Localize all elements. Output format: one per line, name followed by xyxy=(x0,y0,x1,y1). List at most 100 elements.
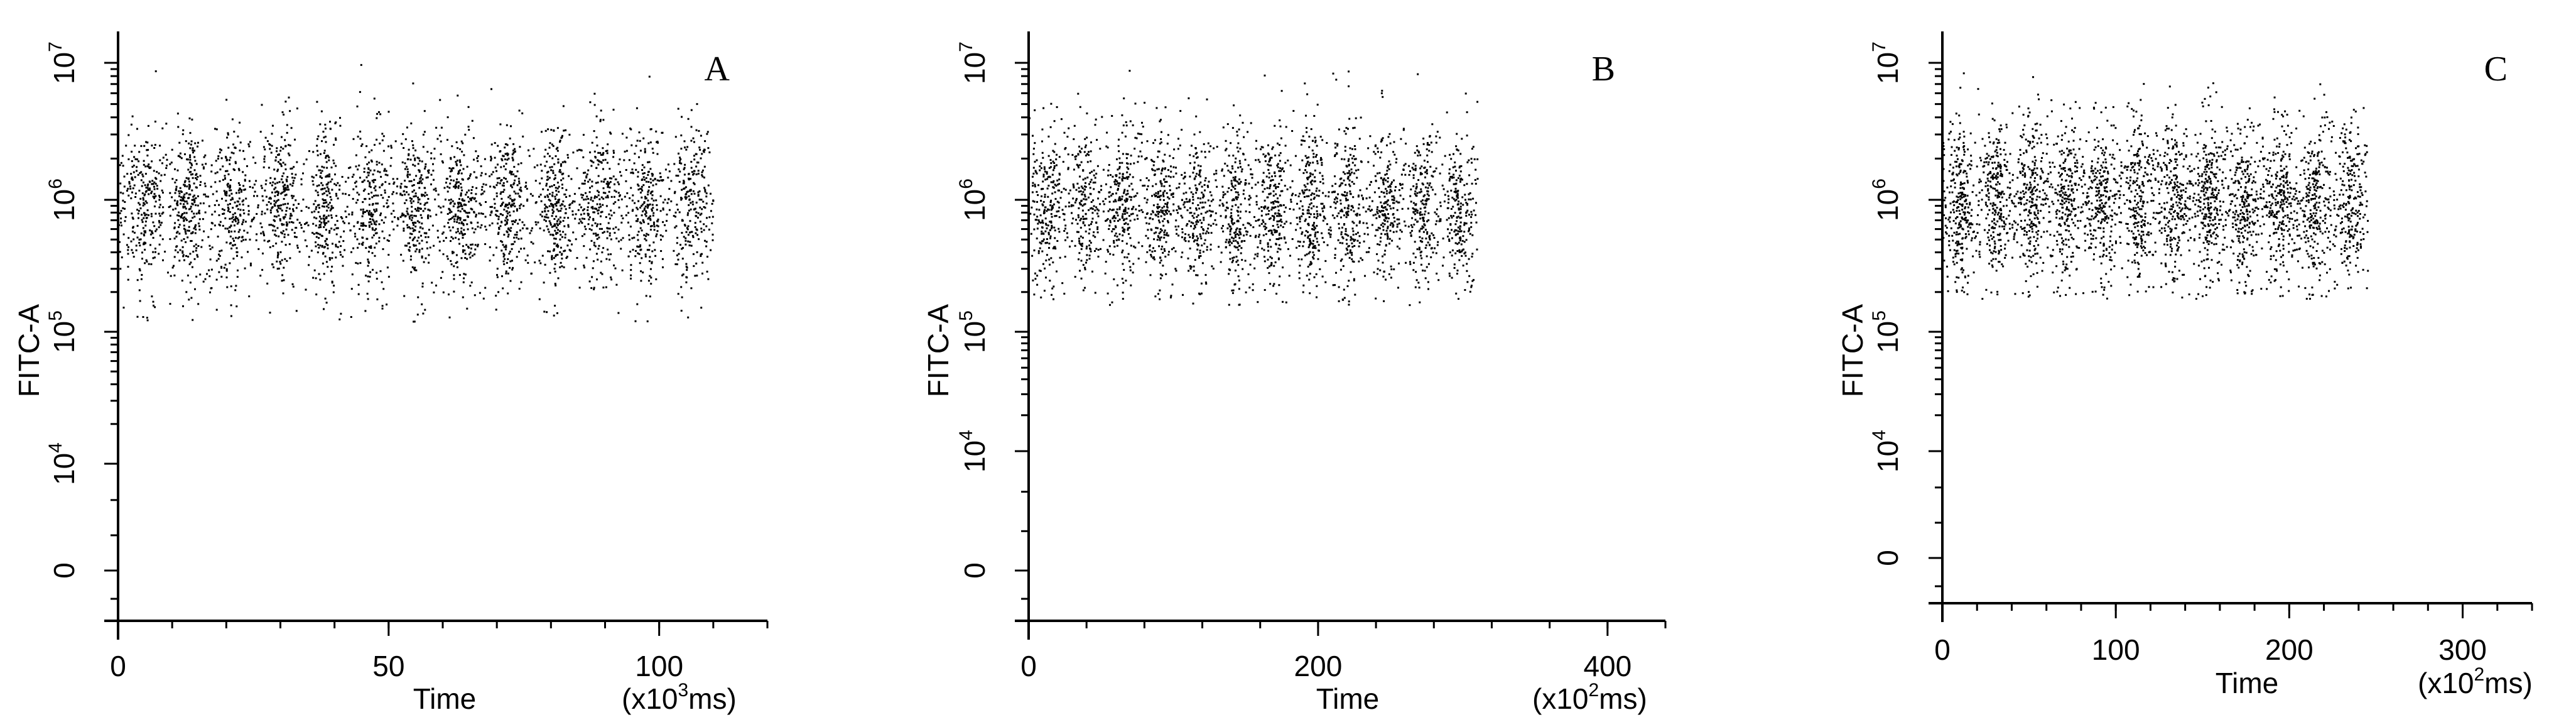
data-point xyxy=(361,215,364,217)
data-point xyxy=(683,168,685,170)
data-point xyxy=(637,175,639,178)
data-point xyxy=(597,234,599,236)
data-point xyxy=(518,182,521,185)
data-point xyxy=(232,238,234,240)
data-point xyxy=(673,249,675,252)
data-point xyxy=(202,202,205,205)
data-point xyxy=(675,225,678,227)
data-point xyxy=(295,227,298,229)
data-point xyxy=(450,156,452,159)
data-point xyxy=(1117,188,1119,190)
data-point xyxy=(1334,257,1336,260)
data-point xyxy=(190,297,193,299)
data-point xyxy=(1237,142,1240,145)
data-point xyxy=(280,146,283,148)
data-point xyxy=(514,148,516,150)
data-point xyxy=(326,167,328,169)
data-point xyxy=(249,186,251,188)
data-point xyxy=(572,151,575,154)
data-point xyxy=(141,274,143,276)
data-point xyxy=(1351,180,1353,183)
data-point xyxy=(290,167,292,170)
data-point xyxy=(330,205,333,207)
data-point xyxy=(139,197,142,200)
data-point xyxy=(394,140,397,143)
data-point xyxy=(119,164,121,167)
data-point xyxy=(356,192,359,194)
data-point xyxy=(530,241,533,243)
data-point xyxy=(369,197,371,200)
data-point xyxy=(1304,218,1307,221)
data-point xyxy=(538,195,540,198)
data-point xyxy=(545,220,547,222)
data-point xyxy=(259,131,262,133)
data-point xyxy=(342,221,344,222)
data-point xyxy=(438,205,440,207)
data-point xyxy=(141,258,143,260)
data-point xyxy=(179,187,181,189)
data-point xyxy=(1382,181,1385,183)
data-point xyxy=(596,145,598,147)
data-point xyxy=(235,247,238,249)
data-point xyxy=(289,257,291,260)
data-point xyxy=(433,291,435,293)
data-point xyxy=(276,260,278,263)
data-point xyxy=(693,155,695,157)
data-point xyxy=(322,251,325,254)
data-point xyxy=(342,192,344,195)
data-point xyxy=(1279,152,1282,155)
data-point xyxy=(595,253,598,255)
data-point xyxy=(1239,162,1242,165)
data-point xyxy=(647,171,649,173)
data-point xyxy=(149,189,151,191)
data-point xyxy=(664,199,666,201)
data-point xyxy=(590,206,593,209)
data-point xyxy=(173,238,176,240)
data-point xyxy=(234,161,237,163)
data-point xyxy=(433,189,435,191)
data-point xyxy=(1151,250,1154,253)
data-point xyxy=(1122,204,1124,206)
data-point xyxy=(413,189,415,192)
data-point xyxy=(1156,210,1159,213)
data-point xyxy=(210,170,213,173)
data-point xyxy=(337,182,339,184)
data-point xyxy=(1395,158,1398,160)
data-point xyxy=(406,186,408,189)
data-point xyxy=(146,184,149,187)
data-point xyxy=(448,226,450,229)
data-point xyxy=(649,178,652,180)
data-point xyxy=(450,158,452,160)
data-point xyxy=(386,239,389,241)
data-point xyxy=(544,165,546,167)
data-point xyxy=(1424,270,1426,272)
data-point xyxy=(1150,254,1152,256)
data-point xyxy=(1310,199,1312,201)
data-point xyxy=(192,177,194,179)
data-point xyxy=(564,236,566,239)
data-point xyxy=(441,271,444,273)
data-point xyxy=(458,217,461,219)
data-point xyxy=(677,107,679,110)
data-point xyxy=(593,104,596,106)
data-point xyxy=(592,260,595,263)
data-point xyxy=(690,178,691,180)
data-point xyxy=(1198,256,1200,259)
data-point xyxy=(551,209,554,211)
data-point xyxy=(644,238,646,240)
data-point xyxy=(144,221,147,222)
data-point xyxy=(183,259,185,261)
data-point xyxy=(406,126,408,129)
data-point xyxy=(315,224,317,227)
data-point xyxy=(195,224,197,226)
data-point xyxy=(182,254,185,256)
data-point xyxy=(1358,214,1361,216)
data-point xyxy=(656,224,658,227)
data-point xyxy=(650,276,652,279)
data-point xyxy=(676,204,678,206)
data-point xyxy=(212,193,214,195)
data-point xyxy=(559,251,561,253)
data-point xyxy=(148,180,151,183)
data-point xyxy=(1346,214,1348,216)
data-point xyxy=(456,178,458,180)
